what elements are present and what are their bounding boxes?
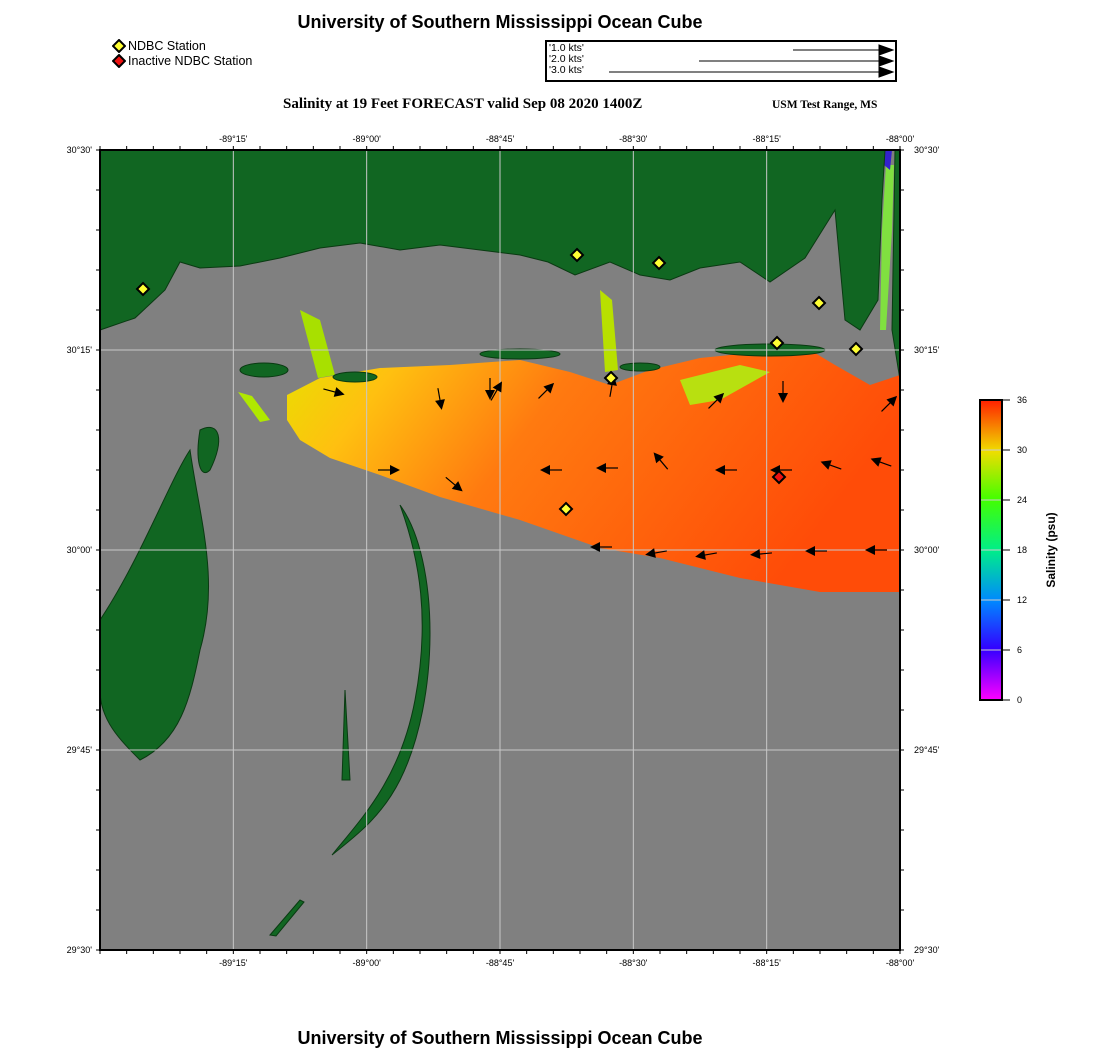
tick-label-top: -88°45' — [486, 134, 515, 144]
vector-label-1: '1.0 kts' — [549, 42, 584, 54]
colorbar-tick-label: 6 — [1017, 645, 1022, 655]
colorbar-tick-label: 0 — [1017, 695, 1022, 705]
colorbar-tick-label: 30 — [1017, 445, 1027, 455]
river-plume — [300, 310, 335, 378]
current-arrow — [445, 476, 463, 492]
tick-label-bottom: -88°00' — [886, 958, 915, 968]
colorbar-tick-label: 24 — [1017, 495, 1027, 505]
colorbar-label: Salinity (psu) — [1044, 512, 1058, 587]
tick-label-right: 30°00' — [914, 545, 940, 555]
current-arrow — [695, 550, 717, 560]
station-marker[interactable] — [135, 281, 151, 297]
river-plume — [880, 165, 894, 330]
station-marker[interactable] — [569, 247, 585, 263]
current-arrow — [323, 387, 345, 397]
legend-label: NDBC Station — [128, 38, 206, 53]
colorbar-tick-label: 12 — [1017, 595, 1027, 605]
tick-label-bottom: -88°15' — [752, 958, 781, 968]
current-arrow — [378, 465, 400, 475]
colorbar-ticks: 36 30 24 18 12 6 0 — [981, 395, 1027, 705]
current-arrow — [596, 463, 618, 473]
tick-label-right: 29°30' — [914, 945, 940, 955]
tick-label-top: -89°15' — [219, 134, 248, 144]
graticule — [100, 150, 900, 950]
tick-label-left: 29°45' — [67, 745, 93, 755]
inactive-station-marker[interactable] — [771, 469, 787, 485]
tick-label-left: 30°30' — [67, 145, 93, 155]
legend-item-active: NDBC Station — [112, 38, 252, 53]
tick-label-bottom: -88°45' — [486, 958, 515, 968]
tick-label-right: 30°30' — [914, 145, 940, 155]
station-marker[interactable] — [811, 295, 827, 311]
vector-label-3: '3.0 kts' — [549, 64, 584, 76]
land — [99, 149, 901, 937]
station-marker[interactable] — [848, 341, 864, 357]
tick-label-top: -88°00' — [886, 134, 915, 144]
tick-label-left: 30°00' — [67, 545, 93, 555]
current-arrow — [805, 546, 827, 556]
current-arrow — [435, 388, 445, 410]
river-plume — [680, 365, 770, 405]
tick-label-bottom: -89°15' — [219, 958, 248, 968]
river-plume — [600, 290, 618, 372]
tick-label-bottom: -88°30' — [619, 958, 648, 968]
vector-legend-labels: '1.0 kts' '2.0 kts' '3.0 kts' — [549, 43, 584, 76]
tick-label-bottom: -89°00' — [352, 958, 381, 968]
tick-label-right: 30°15' — [914, 345, 940, 355]
station-marker[interactable] — [769, 335, 785, 351]
region-label: USM Test Range, MS — [772, 99, 878, 111]
red-diamond-icon — [112, 53, 126, 68]
vector-legend-arrows — [609, 44, 895, 78]
current-arrow — [870, 457, 892, 467]
colorbar-tick-label: 36 — [1017, 395, 1027, 405]
current-arrow — [865, 545, 887, 555]
current-arrow — [820, 460, 842, 470]
current-arrow — [490, 381, 502, 401]
river-plume — [238, 392, 270, 422]
salinity-field — [287, 350, 900, 592]
tick-label-right: 29°45' — [914, 745, 940, 755]
legend-label: Inactive NDBC Station — [128, 53, 253, 68]
page-title: University of Southern Mississippi Ocean… — [297, 12, 703, 32]
yellow-diamond-icon — [112, 38, 126, 53]
tick-label-left: 29°30' — [67, 945, 93, 955]
current-arrow — [540, 465, 562, 475]
current-arrow — [645, 548, 667, 558]
tick-label-top: -89°00' — [352, 134, 381, 144]
current-arrow — [750, 549, 773, 559]
tick-label-top: -88°15' — [752, 134, 781, 144]
current-arrow — [653, 452, 669, 470]
current-arrow — [590, 542, 612, 552]
legend-item-inactive: Inactive NDBC Station — [112, 53, 252, 68]
current-arrow — [485, 378, 495, 400]
station-marker[interactable] — [558, 501, 574, 517]
current-arrow — [778, 381, 788, 403]
vector-legend: '1.0 kts' '2.0 kts' '3.0 kts' — [545, 40, 897, 82]
station-legend: NDBC Station Inactive NDBC Station — [112, 38, 252, 68]
current-arrow — [715, 465, 737, 475]
tick-label-left: 30°15' — [67, 345, 93, 355]
axis-ticks: -89°15' -89°15' -89°00' -89°00' -88°45' -88°4… — [67, 134, 940, 968]
station-marker[interactable] — [603, 370, 619, 386]
footer-title: University of Southern Mississippi Ocean… — [297, 1028, 703, 1048]
map-subtitle: Salinity at 19 Feet FORECAST valid Sep 0… — [283, 96, 643, 112]
current-vectors — [323, 375, 898, 560]
stations — [135, 247, 864, 517]
station-marker[interactable] — [651, 255, 667, 271]
tick-label-top: -88°30' — [619, 134, 648, 144]
vector-label-2: '2.0 kts' — [549, 53, 584, 65]
colorbar-tick-label: 18 — [1017, 545, 1027, 555]
